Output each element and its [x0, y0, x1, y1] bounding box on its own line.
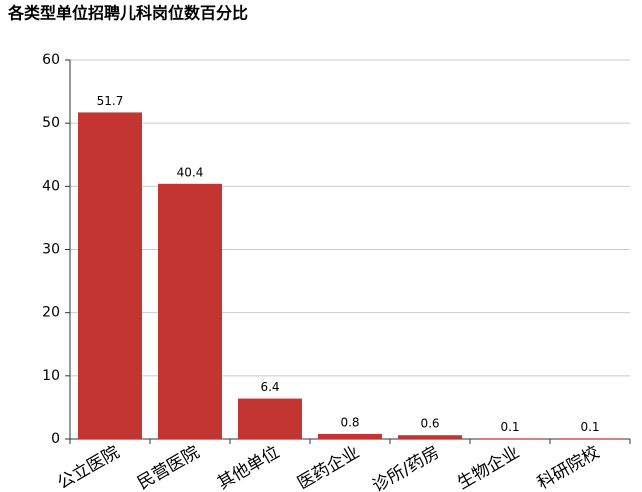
- chart-title: 各类型单位招聘儿科岗位数百分比: [7, 4, 248, 23]
- y-tick-label: 30: [42, 242, 60, 258]
- y-tick-label: 0: [51, 431, 60, 447]
- x-tick-label: 医药企业: [294, 442, 363, 492]
- x-tick-label: 科研院校: [534, 442, 603, 492]
- value-label: 6.4: [260, 380, 279, 394]
- bar: [238, 398, 302, 439]
- y-tick-label: 20: [42, 305, 60, 321]
- value-label: 40.4: [177, 165, 204, 179]
- x-tick-label: 公立医院: [54, 442, 123, 492]
- bar: [78, 112, 142, 439]
- x-tick-label: 生物企业: [454, 442, 523, 492]
- bar: [478, 438, 542, 439]
- value-label: 0.1: [580, 420, 599, 434]
- bar: [318, 433, 382, 439]
- y-tick-label: 10: [42, 368, 60, 384]
- bar: [398, 435, 462, 439]
- bar: [158, 183, 222, 439]
- bar: [558, 438, 622, 439]
- value-label: 0.6: [420, 417, 439, 431]
- y-tick-label: 60: [42, 52, 60, 68]
- y-tick-label: 50: [42, 115, 60, 131]
- y-tick-label: 40: [42, 178, 60, 194]
- value-label: 0.1: [500, 420, 519, 434]
- value-label: 0.8: [340, 415, 359, 429]
- x-tick-label: 诊所/药房: [369, 442, 443, 492]
- value-label: 51.7: [97, 94, 124, 108]
- x-tick-label: 其他单位: [214, 442, 283, 492]
- x-tick-label: 民营医院: [134, 442, 203, 492]
